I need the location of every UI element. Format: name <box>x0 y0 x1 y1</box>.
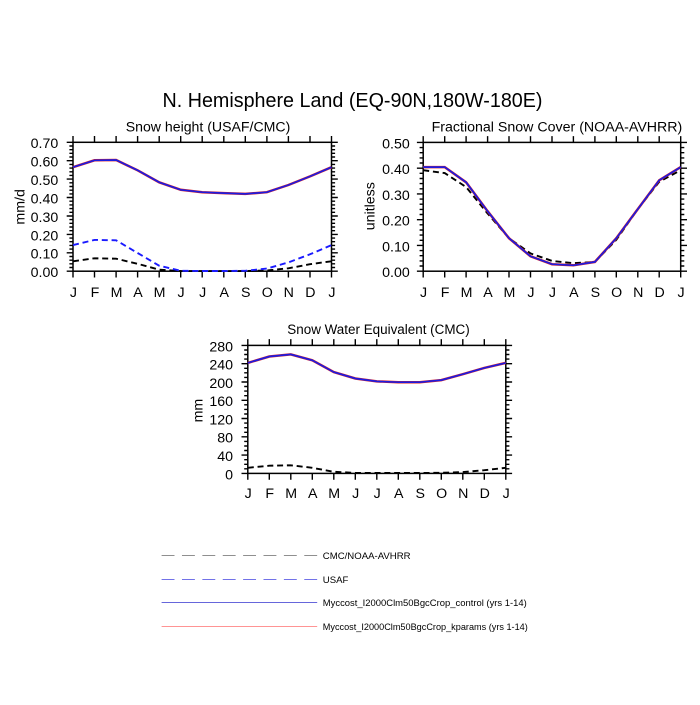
svg-text:M: M <box>503 285 515 301</box>
svg-text:J: J <box>503 486 510 502</box>
svg-text:0: 0 <box>225 467 233 483</box>
svg-text:N: N <box>458 486 468 502</box>
svg-text:M: M <box>461 285 473 301</box>
svg-text:J: J <box>70 285 77 301</box>
svg-text:F: F <box>265 486 274 502</box>
svg-text:S: S <box>241 285 250 301</box>
svg-text:F: F <box>441 285 450 301</box>
svg-text:Myccost_I2000Clm50BgcCrop_cont: Myccost_I2000Clm50BgcCrop_control (yrs 1… <box>323 598 527 609</box>
svg-text:J: J <box>678 285 685 301</box>
svg-text:0.70: 0.70 <box>31 136 59 152</box>
svg-text:0.30: 0.30 <box>382 188 410 204</box>
svg-text:M: M <box>328 486 340 502</box>
svg-text:N: N <box>284 285 294 301</box>
svg-text:J: J <box>374 486 381 502</box>
svg-text:0.10: 0.10 <box>382 239 410 255</box>
svg-text:D: D <box>654 285 664 301</box>
svg-text:D: D <box>480 486 490 502</box>
svg-text:240: 240 <box>209 358 233 374</box>
svg-text:J: J <box>549 285 556 301</box>
svg-text:S: S <box>591 285 600 301</box>
svg-text:O: O <box>262 285 273 301</box>
svg-text:0.20: 0.20 <box>31 228 59 244</box>
svg-text:A: A <box>308 486 318 502</box>
svg-text:Snow height (USAF/CMC): Snow height (USAF/CMC) <box>126 119 291 135</box>
svg-text:O: O <box>436 486 447 502</box>
svg-text:J: J <box>328 285 335 301</box>
svg-text:0.40: 0.40 <box>31 191 59 207</box>
svg-text:N. Hemisphere Land (EQ-90N,180: N. Hemisphere Land (EQ-90N,180W-180E) <box>163 89 543 112</box>
svg-text:A: A <box>219 285 229 301</box>
svg-text:280: 280 <box>209 339 233 355</box>
svg-text:N: N <box>633 285 643 301</box>
svg-text:O: O <box>611 285 622 301</box>
svg-text:J: J <box>245 486 252 502</box>
svg-text:D: D <box>305 285 315 301</box>
svg-text:0.10: 0.10 <box>31 247 59 263</box>
svg-text:160: 160 <box>209 394 233 410</box>
svg-text:0.50: 0.50 <box>382 136 410 152</box>
svg-text:A: A <box>394 486 404 502</box>
svg-text:200: 200 <box>209 376 233 392</box>
svg-text:0.00: 0.00 <box>31 265 59 281</box>
svg-text:mm: mm <box>190 399 206 423</box>
svg-text:0.40: 0.40 <box>382 162 410 178</box>
svg-text:unitless: unitless <box>362 182 378 230</box>
svg-text:M: M <box>154 285 166 301</box>
svg-text:40: 40 <box>217 449 233 465</box>
svg-text:CMC/NOAA-AVHRR: CMC/NOAA-AVHRR <box>323 551 411 562</box>
svg-text:A: A <box>483 285 493 301</box>
svg-text:F: F <box>91 285 100 301</box>
svg-text:0.00: 0.00 <box>382 265 410 281</box>
svg-text:0.50: 0.50 <box>31 173 59 189</box>
svg-text:S: S <box>415 486 424 502</box>
svg-text:J: J <box>178 285 185 301</box>
svg-text:0.30: 0.30 <box>31 210 59 226</box>
svg-text:0.60: 0.60 <box>31 155 59 171</box>
svg-text:Fractional Snow Cover (NOAA-AV: Fractional Snow Cover (NOAA-AVHRR) <box>432 119 683 135</box>
svg-text:M: M <box>285 486 297 502</box>
svg-text:Myccost_I2000Clm50BgcCrop_kpar: Myccost_I2000Clm50BgcCrop_kparams (yrs 1… <box>323 622 528 633</box>
svg-text:mm/d: mm/d <box>13 189 29 224</box>
svg-text:J: J <box>527 285 534 301</box>
svg-text:J: J <box>199 285 206 301</box>
svg-text:J: J <box>420 285 427 301</box>
svg-text:J: J <box>352 486 359 502</box>
svg-text:0.20: 0.20 <box>382 214 410 230</box>
svg-text:USAF: USAF <box>323 575 349 586</box>
svg-text:80: 80 <box>217 431 233 447</box>
svg-text:A: A <box>569 285 579 301</box>
svg-text:A: A <box>133 285 143 301</box>
svg-text:120: 120 <box>209 412 233 428</box>
svg-text:Snow Water Equivalent (CMC): Snow Water Equivalent (CMC) <box>287 322 469 338</box>
svg-text:M: M <box>111 285 123 301</box>
